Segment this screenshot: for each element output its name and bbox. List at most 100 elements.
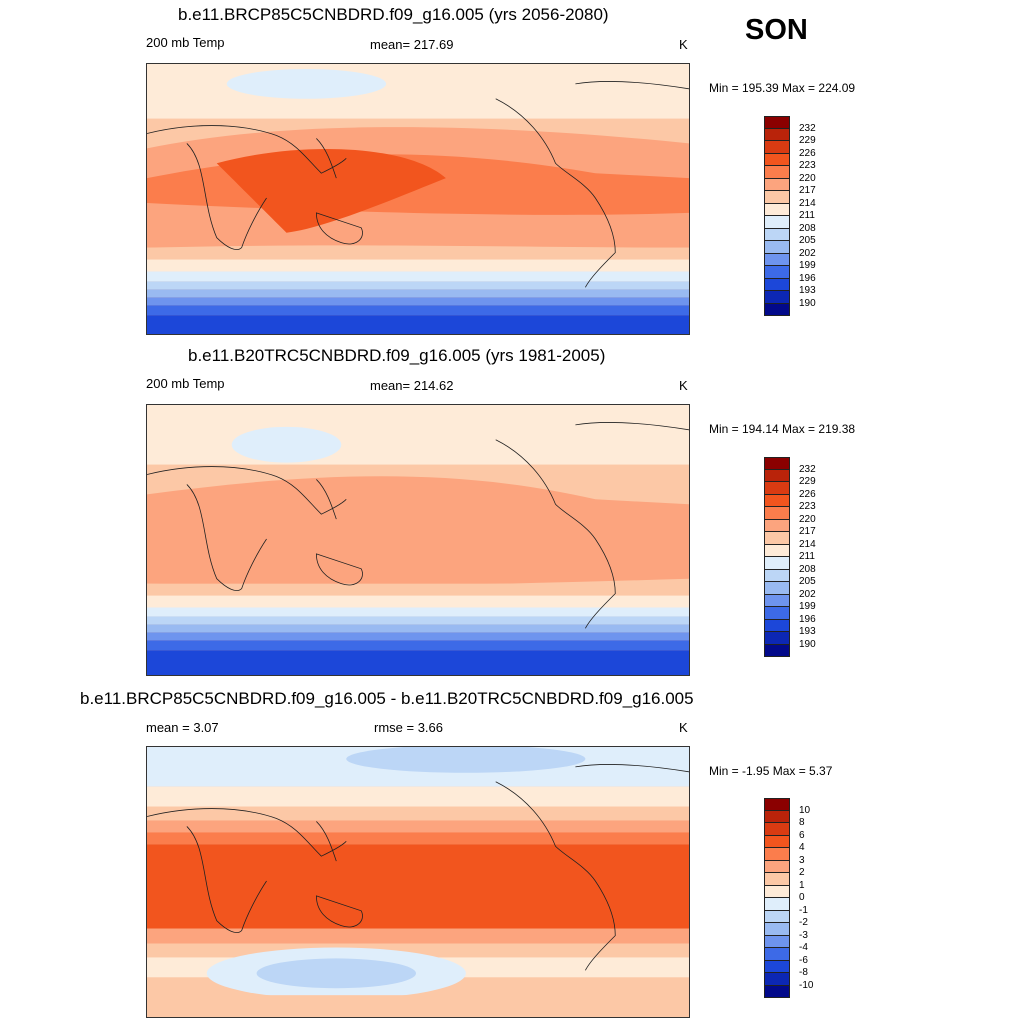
panel2-colorbar-label: 202 — [799, 588, 816, 600]
panel3-colorbar-label: -1 — [799, 904, 808, 916]
panel1-colorbar-swatch — [764, 303, 790, 316]
panel1-colorbar-swatch — [764, 216, 790, 229]
panel2-colorbar-swatch — [764, 457, 790, 470]
panel2-colorbar-label: 214 — [799, 538, 816, 550]
panel3-colorbar-label: 8 — [799, 817, 805, 828]
panel2-map — [146, 404, 690, 676]
panel3-title: b.e11.BRCP85C5CNBDRD.f09_g16.005 - b.e11… — [80, 689, 694, 708]
panel3-colorbar-label: -8 — [799, 967, 808, 978]
panel1-colorbar-swatch — [764, 253, 790, 266]
panel2-colorbar-swatch — [764, 594, 790, 607]
panel3-colorbar-label: 2 — [799, 867, 805, 878]
panel1-colorbar-swatch — [764, 203, 790, 216]
panel3-colorbar-swatch — [764, 898, 790, 911]
panel2-colorbar-swatch — [764, 582, 790, 595]
panel3-colorbar-swatch — [764, 848, 790, 861]
panel2-colorbar-swatch — [764, 607, 790, 620]
panel2-colorbar-label: 232 — [799, 463, 816, 475]
panel1-colorbar-swatch — [764, 266, 790, 279]
panel1-units-label: K — [679, 37, 688, 52]
panel2-colorbar-label: 211 — [799, 551, 815, 562]
panel3-colorbar-label: -6 — [799, 954, 808, 966]
panel3-colorbar-label: 10 — [799, 804, 811, 816]
panel1-colorbar-swatch — [764, 128, 790, 141]
panel2-colorbar-label: 226 — [799, 488, 816, 500]
panel1-colorbar-label: 211 — [799, 210, 815, 221]
panel1-colorbar-label: 190 — [799, 297, 816, 309]
panel2-units-label: K — [679, 378, 688, 393]
panel1-colorbar-swatch — [764, 228, 790, 241]
panel1-colorbar-label: 232 — [799, 122, 816, 134]
panel1-colorbar-label: 205 — [799, 235, 816, 246]
panel2-colorbar-swatch — [764, 519, 790, 532]
panel3-colorbar-swatch — [764, 835, 790, 848]
panel2-colorbar-swatch — [764, 557, 790, 570]
panel2-colorbar-swatch — [764, 532, 790, 545]
panel2-colorbar-swatch — [764, 632, 790, 645]
panel1-colorbar-label: 208 — [799, 222, 816, 234]
panel3-colorbar-swatch — [764, 885, 790, 898]
panel2-colorbar-label: 205 — [799, 576, 816, 587]
panel1-colorbar-label: 217 — [799, 185, 816, 196]
panel3-colorbar-swatch — [764, 810, 790, 823]
panel3-colorbar-label: 1 — [799, 879, 805, 891]
panel2-colorbar-swatch — [764, 469, 790, 482]
panel1-colorbar-label: 199 — [799, 260, 816, 271]
season-label: SON — [745, 14, 808, 46]
panel3-colorbar-swatch — [764, 973, 790, 986]
panel1-colorbar-swatch — [764, 116, 790, 129]
panel2-colorbar-label: 193 — [799, 626, 816, 637]
panel1-colorbar-label: 223 — [799, 160, 816, 171]
panel1-variable-label: 200 mb Temp — [146, 35, 225, 50]
panel1-colorbar-swatch — [764, 291, 790, 304]
panel2-colorbar-label: 223 — [799, 501, 816, 512]
panel2-colorbar-label: 190 — [799, 638, 816, 650]
panel1-colorbar-label: 226 — [799, 147, 816, 159]
panel1-colorbar-label: 193 — [799, 285, 816, 296]
panel2-colorbar-swatch — [764, 619, 790, 632]
panel3-minmax-label: Min = -1.95 Max = 5.37 — [709, 764, 833, 778]
panel2-colorbar-swatch — [764, 644, 790, 657]
panel3-colorbar-swatch — [764, 960, 790, 973]
panel2-colorbar-swatch — [764, 507, 790, 520]
panel3-units-label: K — [679, 720, 688, 735]
panel2-colorbar-label: 208 — [799, 563, 816, 575]
panel1-minmax-label: Min = 195.39 Max = 224.09 — [709, 81, 856, 95]
panel1-colorbar-swatch — [764, 241, 790, 254]
panel1-colorbar-swatch — [764, 166, 790, 179]
panel1-colorbar-label: 229 — [799, 135, 816, 146]
panel1-colorbar-swatch — [764, 153, 790, 166]
panel1-colorbar-swatch — [764, 191, 790, 204]
panel2-colorbar-label: 220 — [799, 513, 816, 525]
panel3-colorbar-swatch — [764, 873, 790, 886]
panel1-map — [146, 63, 690, 335]
panel3-colorbar-label: 3 — [799, 854, 805, 866]
panel2-colorbar-label: 196 — [799, 613, 816, 625]
panel3-rmse-label: rmse = 3.66 — [374, 720, 444, 735]
panel3-colorbar-label: -10 — [799, 979, 814, 991]
panel2-minmax-label: Min = 194.14 Max = 219.38 — [709, 422, 856, 436]
panel2-colorbar-label: 217 — [799, 526, 816, 537]
panel3-colorbar-label: -3 — [799, 929, 808, 941]
panel2-colorbar-swatch — [764, 569, 790, 582]
panel2-mean-label: mean= 214.62 — [370, 378, 454, 393]
panel3-colorbar-swatch — [764, 923, 790, 936]
panel3-colorbar-label: 6 — [799, 829, 805, 841]
panel2-colorbar-swatch — [764, 482, 790, 495]
panel2-colorbar-label: 229 — [799, 476, 816, 487]
panel1-colorbar-label: 220 — [799, 172, 816, 184]
panel3-colorbar-swatch — [764, 860, 790, 873]
panel3-colorbar-swatch — [764, 948, 790, 961]
panel2-colorbar-swatch — [764, 544, 790, 557]
panel1-mean-label: mean= 217.69 — [370, 37, 454, 52]
panel3-colorbar-swatch — [764, 823, 790, 836]
panel3-mean-label: mean = 3.07 — [146, 720, 219, 735]
panel3-colorbar-label: 0 — [799, 892, 805, 903]
panel3-colorbar-label: -4 — [799, 942, 808, 953]
panel1-colorbar-swatch — [764, 141, 790, 154]
panel3-map — [146, 746, 690, 1018]
panel1-colorbar-label: 196 — [799, 272, 816, 284]
panel2-colorbar-swatch — [764, 494, 790, 507]
panel3-colorbar-swatch — [764, 798, 790, 811]
panel2-variable-label: 200 mb Temp — [146, 376, 225, 391]
